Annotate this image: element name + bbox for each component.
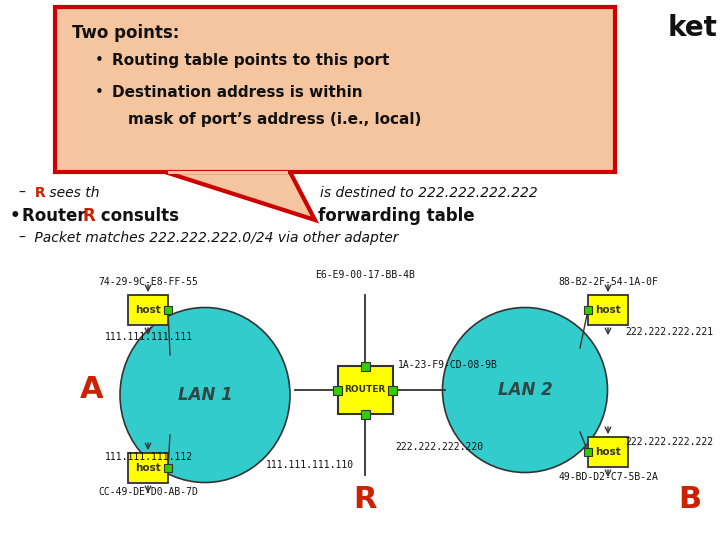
- Polygon shape: [168, 171, 288, 174]
- Text: LAN 1: LAN 1: [178, 386, 233, 404]
- Text: host: host: [595, 305, 621, 315]
- Text: sees th: sees th: [45, 186, 99, 200]
- Text: is destined to 222.222.222.222: is destined to 222.222.222.222: [320, 186, 538, 200]
- FancyBboxPatch shape: [338, 366, 392, 414]
- Text: Two points:: Two points:: [72, 24, 179, 42]
- Text: 222.222.222.221: 222.222.222.221: [625, 327, 713, 337]
- Text: 111.111.111.111: 111.111.111.111: [105, 332, 193, 342]
- FancyBboxPatch shape: [164, 306, 172, 314]
- Text: host: host: [595, 447, 621, 457]
- Text: E6-E9-00-17-BB-4B: E6-E9-00-17-BB-4B: [315, 270, 415, 280]
- Text: consults: consults: [95, 207, 179, 225]
- Text: 1A-23-F9-CD-08-9B: 1A-23-F9-CD-08-9B: [398, 360, 498, 370]
- Text: Routing table points to this port: Routing table points to this port: [112, 53, 390, 68]
- Text: •: •: [95, 53, 104, 68]
- Text: ROUTER: ROUTER: [344, 386, 386, 395]
- FancyBboxPatch shape: [588, 437, 628, 467]
- Text: 222.222.222.220: 222.222.222.220: [395, 442, 483, 452]
- Ellipse shape: [443, 307, 608, 472]
- Text: 111.111.111.112: 111.111.111.112: [105, 452, 193, 462]
- Text: B: B: [678, 485, 701, 515]
- Text: ket: ket: [668, 14, 718, 42]
- FancyBboxPatch shape: [128, 295, 168, 325]
- FancyBboxPatch shape: [55, 7, 615, 172]
- Text: host: host: [135, 463, 161, 473]
- FancyBboxPatch shape: [164, 464, 172, 472]
- FancyBboxPatch shape: [584, 448, 592, 456]
- FancyBboxPatch shape: [588, 295, 628, 325]
- Text: forwarding table: forwarding table: [318, 207, 474, 225]
- FancyBboxPatch shape: [361, 361, 369, 370]
- Text: 222.222.222.222: 222.222.222.222: [625, 437, 713, 447]
- Text: 74-29-9C-E8-FF-55: 74-29-9C-E8-FF-55: [98, 277, 198, 287]
- FancyBboxPatch shape: [128, 453, 168, 483]
- Text: Router: Router: [22, 207, 91, 225]
- Polygon shape: [165, 172, 315, 220]
- FancyBboxPatch shape: [333, 386, 342, 395]
- Text: R: R: [354, 485, 377, 515]
- Text: •: •: [10, 207, 21, 225]
- Text: 88-B2-2F-54-1A-0F: 88-B2-2F-54-1A-0F: [558, 277, 658, 287]
- Text: LAN 2: LAN 2: [498, 381, 552, 399]
- Text: •: •: [95, 85, 104, 100]
- Text: 49-BD-D2-C7-5B-2A: 49-BD-D2-C7-5B-2A: [558, 472, 658, 482]
- Text: –: –: [18, 231, 25, 245]
- Ellipse shape: [120, 307, 290, 483]
- Text: mask of port’s address (i.e., local): mask of port’s address (i.e., local): [128, 112, 421, 127]
- Text: A: A: [80, 375, 104, 404]
- Text: Destination address is within: Destination address is within: [112, 85, 363, 100]
- Text: CC-49-DE-D0-AB-7D: CC-49-DE-D0-AB-7D: [98, 487, 198, 497]
- FancyBboxPatch shape: [361, 409, 369, 418]
- Text: Packet matches 222.222.222.0/24 via other adapter: Packet matches 222.222.222.0/24 via othe…: [30, 231, 398, 245]
- Text: 111.111.111.110: 111.111.111.110: [266, 460, 354, 470]
- FancyBboxPatch shape: [388, 386, 397, 395]
- FancyBboxPatch shape: [584, 306, 592, 314]
- Text: R: R: [30, 186, 45, 200]
- Text: R: R: [83, 207, 96, 225]
- Text: host: host: [135, 305, 161, 315]
- Text: –: –: [18, 186, 25, 200]
